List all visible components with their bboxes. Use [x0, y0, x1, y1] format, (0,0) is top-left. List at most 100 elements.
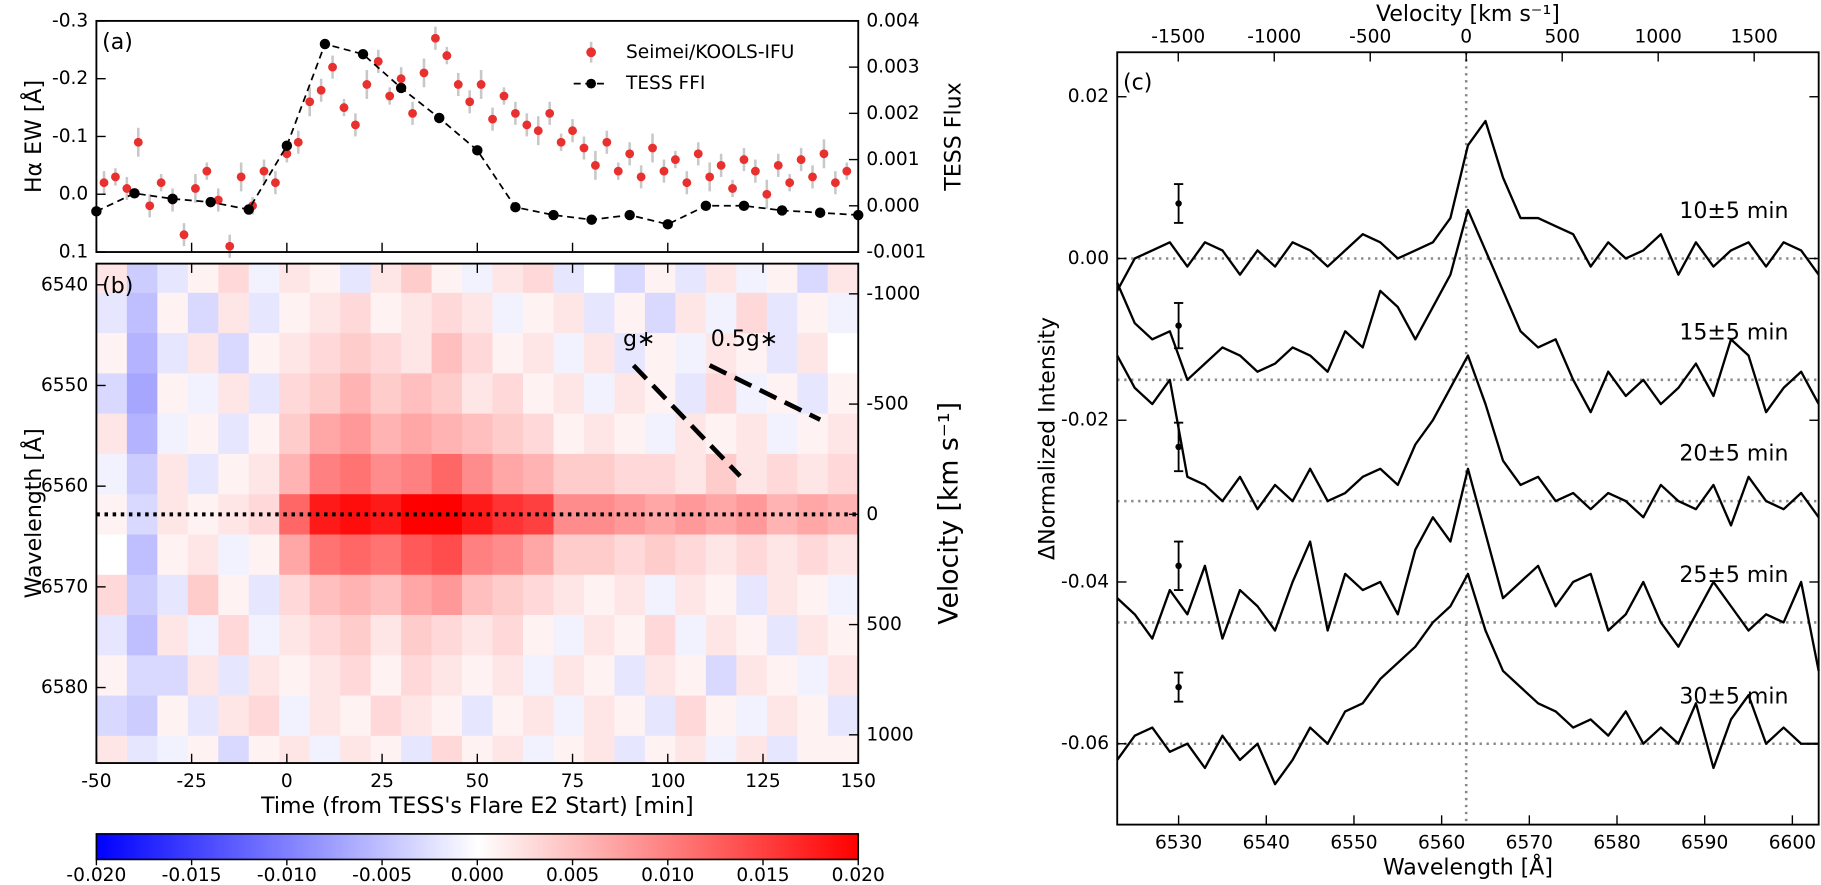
heatmap-cell — [492, 453, 524, 495]
heatmap-cell — [126, 735, 158, 764]
heatmap-cell — [675, 735, 707, 764]
heatmap-cell — [492, 574, 524, 616]
data-point — [293, 137, 303, 147]
y2-axis-title: TESS Flux — [942, 82, 967, 191]
heatmap-cell — [644, 413, 676, 455]
heatmap-cell — [736, 534, 768, 576]
data-point — [419, 68, 429, 78]
heatmap-cell — [431, 292, 463, 334]
legend-label: Seimei/KOOLS-IFU — [626, 42, 794, 63]
heatmap-cell — [340, 655, 372, 696]
x-tick-label: 6600 — [1769, 833, 1816, 854]
y-tick-label: 0.02 — [1068, 86, 1109, 107]
annotation-line — [631, 363, 742, 478]
heatmap-cell — [157, 373, 189, 415]
heatmap-cell — [827, 413, 859, 455]
data-point — [225, 241, 235, 251]
heatmap-cell — [766, 695, 798, 737]
data-point — [179, 230, 189, 240]
data-point — [796, 155, 806, 164]
heatmap-cell — [248, 453, 280, 495]
x-axis-title: Time (from TESS's Flare E2 Start) [min] — [260, 794, 693, 819]
heatmap-cell — [340, 263, 372, 294]
heatmap-cell — [401, 655, 432, 696]
heatmap-cell — [126, 695, 158, 737]
heatmap-cell — [797, 263, 829, 294]
heatmap-cell — [553, 453, 585, 495]
data-point — [785, 178, 795, 188]
heatmap-cell — [401, 735, 432, 764]
heatmap-cell — [126, 453, 158, 495]
series-label: 25±5 min — [1679, 563, 1788, 588]
heatmap-cell — [553, 534, 585, 576]
data-point — [122, 184, 132, 193]
heatmap-cell — [157, 333, 189, 374]
data-point — [213, 195, 223, 205]
heatmap-cell — [614, 333, 646, 374]
x2-tick-label: 500 — [1544, 27, 1579, 48]
heatmap-cell — [187, 373, 219, 415]
heatmap-cell — [553, 615, 585, 656]
data-point — [243, 204, 254, 215]
data-point — [776, 205, 788, 216]
data-point — [476, 80, 486, 89]
colorbar-tick-label: 0.015 — [736, 865, 789, 885]
data-point — [522, 120, 532, 130]
y2-tick-label: 0.002 — [866, 103, 919, 124]
heatmap-cell — [187, 574, 219, 616]
y-tick-label: -0.1 — [52, 126, 88, 147]
heatmap-cell — [705, 292, 737, 334]
heatmap-cell — [126, 263, 158, 294]
series-label: 15±5 min — [1679, 320, 1788, 345]
heatmap-cell — [96, 695, 128, 737]
heatmap-cell — [96, 534, 128, 576]
y2-tick-label: 0.004 — [866, 10, 919, 31]
heatmap-cell — [370, 534, 402, 576]
heatmap-cell — [96, 615, 128, 656]
data-point — [472, 145, 483, 156]
x-tick-label: 125 — [745, 771, 780, 792]
heatmap-cell — [126, 574, 158, 616]
heatmap-cell — [279, 333, 311, 374]
heatmap-cell — [553, 413, 585, 455]
heatmap-cell — [462, 453, 493, 495]
heatmap-cell — [431, 655, 463, 696]
heatmap-cell — [126, 534, 158, 576]
heatmap-cell — [309, 292, 341, 334]
heatmap-cell — [96, 292, 128, 334]
data-point — [662, 219, 674, 230]
error-point — [1175, 443, 1182, 451]
heatmap-cell — [675, 574, 707, 616]
data-point — [99, 178, 109, 188]
y2-tick-label: 0 — [866, 504, 878, 525]
heatmap-cell — [157, 263, 189, 294]
heatmap-cell — [248, 292, 280, 334]
heatmap-cell — [614, 413, 646, 455]
series-label: 10±5 min — [1679, 199, 1788, 224]
data-point — [319, 38, 331, 50]
heatmap-cell — [675, 534, 707, 576]
heatmap-cell — [827, 534, 859, 576]
heatmap-cell — [401, 615, 432, 656]
data-point — [728, 184, 737, 193]
data-point — [830, 178, 840, 188]
x2-tick-label: 0 — [1460, 27, 1472, 48]
data-point — [568, 126, 577, 136]
heatmap-cell — [248, 695, 280, 737]
heatmap-cell — [705, 655, 737, 696]
data-point — [133, 137, 143, 147]
heatmap-cell — [431, 453, 463, 495]
x2-tick-label: -1500 — [1151, 27, 1205, 48]
data-point — [111, 172, 120, 182]
data-point — [648, 143, 657, 153]
heatmap-cell — [523, 373, 554, 415]
heatmap-cell — [766, 453, 798, 495]
data-point — [351, 120, 360, 130]
spectrum-line — [1116, 467, 1820, 672]
heatmap-cell — [644, 574, 676, 616]
x-tick-label: 50 — [465, 771, 489, 792]
x-tick-label: -25 — [176, 771, 206, 792]
heatmap-cell — [401, 534, 432, 576]
data-point — [129, 188, 140, 199]
spectrum-line — [1116, 119, 1820, 292]
